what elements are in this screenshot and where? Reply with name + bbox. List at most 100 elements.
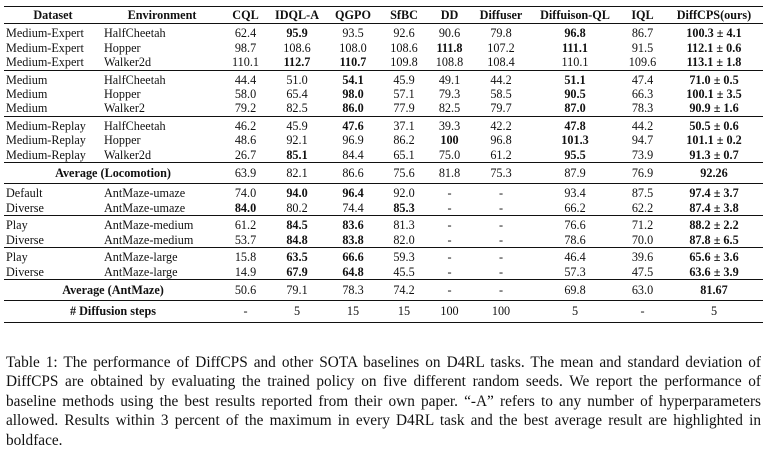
score-cell: 45.9 <box>393 72 415 87</box>
score-cell: 83.8 <box>325 232 381 249</box>
score-cell: - <box>498 218 504 233</box>
score-cell: 85.1 <box>269 147 325 164</box>
score-cell: 87.0 <box>530 101 620 117</box>
dataset-cell: Medium-Replay <box>6 133 86 148</box>
summary-cell: 74.2 <box>381 279 427 302</box>
header-row: Dataset Environment CQL IDQL-A QGPO SfBC… <box>4 5 763 25</box>
environment-cell: Hopper <box>104 40 141 55</box>
score-cell: 110.1 <box>530 55 620 71</box>
score-cell: - <box>498 250 504 265</box>
score-cell: 92.1 <box>286 133 308 148</box>
score-cell: 57.1 <box>393 87 415 102</box>
score-cell: 108.0 <box>339 40 367 55</box>
summary-label: # Diffusion steps <box>4 300 222 323</box>
summary-cell: 78.3 <box>325 279 381 302</box>
score-cell: - <box>447 218 452 233</box>
score-cell: 14.9 <box>222 264 269 280</box>
score-cell: 98.0 <box>342 87 364 102</box>
column-header: IQL <box>620 5 665 25</box>
score-cell: - <box>472 264 530 280</box>
score-cell: 46.2 <box>234 118 257 133</box>
summary-row: Average (AntMaze) 50.6 79.1 78.3 74.2- -69.8 6… <box>4 279 763 302</box>
score-cell: 46.4 <box>564 250 586 265</box>
score-cell: 15.8 <box>234 250 257 265</box>
score-cell: 113.1 ± 1.8 <box>665 55 763 71</box>
score-cell: 108.6 <box>283 40 311 55</box>
dataset-cell: Medium-Expert <box>6 40 84 55</box>
score-cell: 96.8 <box>564 26 586 41</box>
table-row: Default AntMaze-umaze 74.0 94.0 96.4 92.0 - - 93… <box>4 184 763 201</box>
score-cell: - <box>447 186 452 201</box>
summary-cell: 86.6 <box>325 162 381 185</box>
score-cell: 109.6 <box>620 55 665 71</box>
score-cell: 84.8 <box>269 232 325 249</box>
locomotion-section: Medium-Expert HalfCheetah 62.4 95.9 93.5 92.6… <box>4 24 763 164</box>
table-row: Diverse AntMaze-medium 53.7 84.8 83.8 82.0- -7… <box>4 232 763 249</box>
column-header: QGPO <box>325 5 381 25</box>
column-header: CQL <box>222 5 269 25</box>
score-cell: 73.9 <box>620 147 665 164</box>
score-cell: 71.2 <box>631 218 654 233</box>
dataset-cell: Medium-Replay <box>4 147 102 164</box>
summary-cell: 69.8 <box>530 279 620 302</box>
score-cell: - <box>447 250 452 265</box>
table-row: Medium-Expert HalfCheetah 62.4 95.9 93.5 92.6… <box>4 24 763 41</box>
score-cell: 74.4 <box>325 200 381 217</box>
score-cell: 108.6 <box>390 40 418 55</box>
score-cell: 79.7 <box>472 101 530 117</box>
table-row: Medium-Replay Hopper 48.6 92.1 96.9 86.2 100 96… <box>4 133 763 147</box>
score-cell: - <box>427 264 472 280</box>
column-header: DiffCPS(ours) <box>665 5 763 25</box>
column-header: Diffuser <box>472 5 530 25</box>
score-cell: 91.5 <box>631 40 654 55</box>
summary-cell: 15 <box>325 300 381 323</box>
score-cell: 76.6 <box>564 218 586 233</box>
dataset-cell: Play <box>6 250 28 265</box>
dataset-cell: Diverse <box>4 200 102 217</box>
score-cell: 45.9 <box>286 118 308 133</box>
score-cell: - <box>472 200 530 217</box>
summary-label: Average (Locomotion) <box>4 162 222 185</box>
dataset-cell: Medium-Replay <box>6 118 86 133</box>
score-cell: 75.0 <box>427 147 472 164</box>
dataset-cell: Diverse <box>4 264 102 280</box>
score-cell: 37.1 <box>393 118 415 133</box>
score-cell: 107.2 <box>487 40 515 55</box>
summary-row: # Diffusion steps -5 15 15 100 100 5-5 <box>4 300 763 323</box>
summary-cell: 87.9 <box>530 162 620 185</box>
column-header: Diffuison-QL <box>530 5 620 25</box>
summary-cell: 5 <box>665 300 763 323</box>
score-cell: - <box>472 232 530 249</box>
summary-label: Average (AntMaze) <box>4 279 222 302</box>
score-cell: 58.0 <box>234 87 257 102</box>
score-cell: 88.2 ± 2.2 <box>689 218 739 233</box>
summary-cell: - <box>427 279 472 302</box>
score-cell: 39.6 <box>631 250 654 265</box>
table-row: Medium Hopper 58.0 65.4 98.0 57.1 79.3 58.5 90.5… <box>4 87 763 101</box>
score-cell: 108.4 <box>472 55 530 71</box>
environment-cell: HalfCheetah <box>104 72 166 87</box>
score-cell: 63.6 ± 3.9 <box>665 264 763 280</box>
summary-cell: - <box>620 300 665 323</box>
score-cell: 59.3 <box>393 250 415 265</box>
score-cell: - <box>498 186 504 201</box>
environment-cell: AntMaze-umaze <box>104 186 186 201</box>
summary-cell: 75.6 <box>381 162 427 185</box>
score-cell: 96.8 <box>490 133 512 148</box>
summary-cell: 100 <box>427 300 472 323</box>
score-cell: 44.4 <box>234 72 257 87</box>
table-row: Medium Walker2 79.2 82.5 86.0 77.9 82.5 79.7 87.… <box>4 101 763 117</box>
score-cell: 47.6 <box>342 118 364 133</box>
score-cell: 112.1 ± 0.6 <box>686 40 742 55</box>
score-cell: 109.8 <box>381 55 427 71</box>
column-header: Dataset <box>4 5 102 25</box>
environment-cell: HalfCheetah <box>104 26 166 41</box>
environment-cell: Hopper <box>104 133 141 148</box>
dataset-cell: Default <box>6 186 43 201</box>
score-cell: 92.6 <box>393 26 415 41</box>
dataset-cell: Medium-Expert <box>6 26 84 41</box>
score-cell: 47.5 <box>620 264 665 280</box>
score-cell: 62.2 <box>620 200 665 217</box>
score-cell: 64.8 <box>325 264 381 280</box>
